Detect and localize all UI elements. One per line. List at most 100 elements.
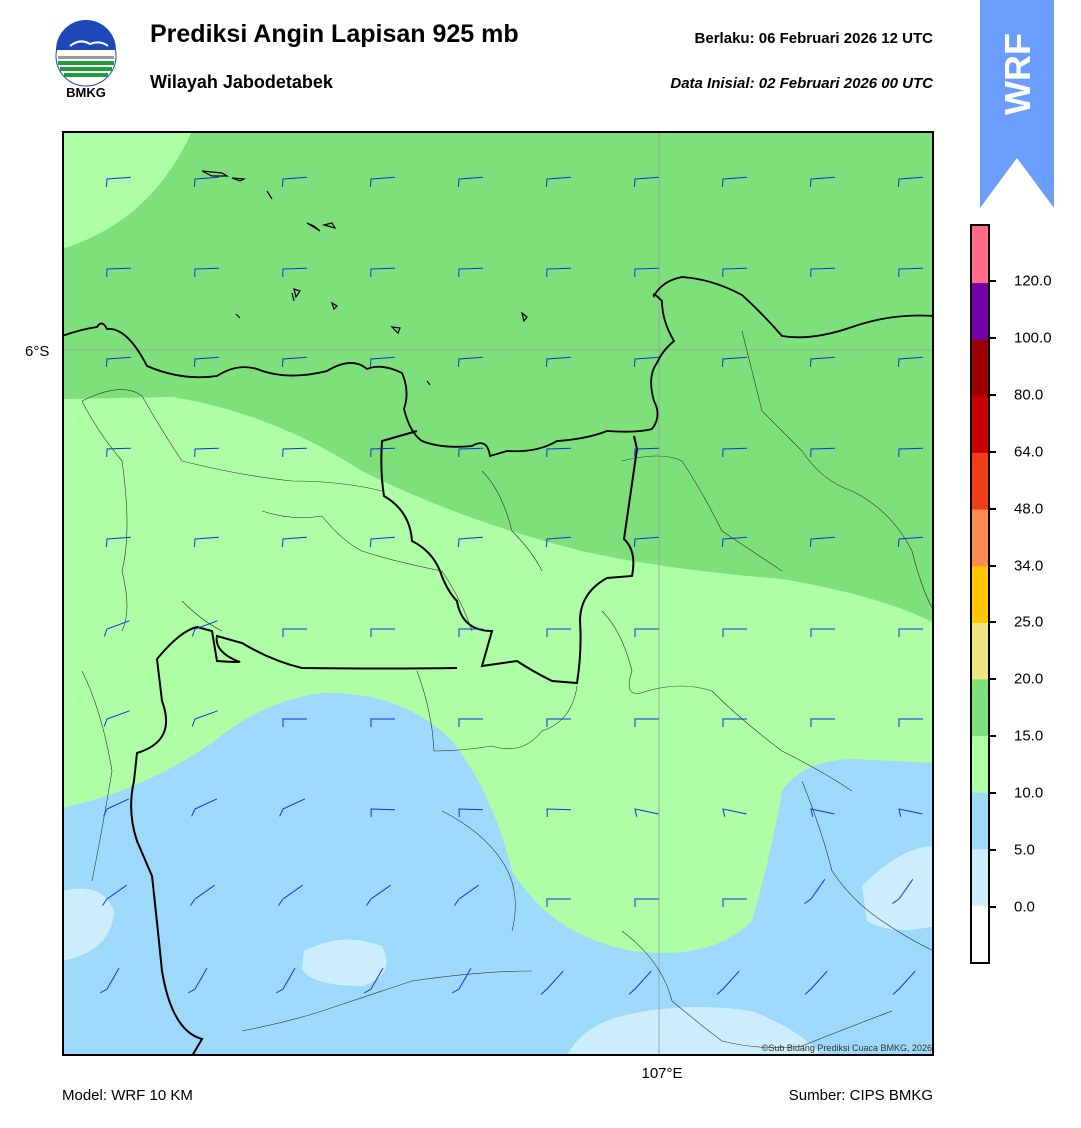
map-credit: ©Sub Bidang Prediksi Cuaca BMKG, 2026: [761, 1043, 932, 1053]
colorbar-segment: [972, 622, 988, 680]
wind-barb: [545, 536, 571, 548]
colorbar-tick-mark: [990, 906, 996, 909]
wind-barb: [892, 970, 916, 995]
wind-barb: [458, 718, 483, 727]
wind-barb: [194, 447, 220, 458]
wind-barb: [275, 967, 296, 994]
wind-barb: [281, 536, 307, 548]
wind-barb: [103, 620, 130, 637]
colorbar-segment: [972, 509, 988, 567]
colorbar-tick-mark: [990, 336, 996, 339]
colorbar-tick-label: 64.0: [1014, 443, 1044, 461]
colorbar-segment: [972, 226, 988, 284]
province-boundary-west: [130, 625, 458, 1056]
wind-barb: [451, 967, 472, 994]
wind-map: [62, 131, 934, 1056]
wind-barb: [634, 898, 659, 907]
wind-barb: [193, 356, 219, 368]
wind-barb: [721, 176, 747, 188]
wind-barb: [191, 710, 218, 727]
colorbar-segment: [972, 339, 988, 397]
wind-barb: [546, 718, 571, 727]
wind-barb: [804, 879, 826, 905]
wind-barb: [546, 898, 571, 907]
wrf-badge: WRF: [980, 0, 1054, 208]
wind-barb: [282, 267, 308, 278]
wind-barb: [106, 267, 132, 278]
colorbar-tick-label: 48.0: [1014, 500, 1044, 518]
bmkg-logo: [55, 20, 117, 87]
wind-barb: [370, 628, 395, 637]
islands: [201, 170, 528, 386]
colorbar-tick-label: 5.0: [1014, 841, 1035, 859]
wind-barb: [457, 176, 483, 188]
wind-barb: [897, 356, 923, 368]
band-0-5-a: [62, 888, 114, 961]
wind-barb: [716, 970, 740, 995]
wind-barb: [369, 176, 395, 188]
wrf-badge-text: WRF: [997, 33, 1038, 115]
colorbar-segment: [972, 905, 988, 962]
wind-barb: [369, 536, 395, 548]
colorbar-tick-mark: [990, 849, 996, 852]
wind-barb: [810, 718, 835, 727]
wind-barb: [103, 710, 130, 727]
wind-barb: [546, 447, 572, 458]
wind-barb: [721, 536, 747, 548]
wind-barb: [282, 447, 308, 458]
wind-barb: [281, 356, 307, 368]
wind-barb: [722, 267, 748, 278]
district-boundaries: [81, 330, 934, 1048]
colorbar-tick-mark: [990, 393, 996, 396]
colorbar-tick-label: 25.0: [1014, 613, 1044, 631]
wind-barb: [282, 628, 307, 637]
colorbar-tick-mark: [990, 450, 996, 453]
wind-barb: [810, 808, 835, 817]
wind-barb: [722, 628, 747, 637]
wind-barb: [457, 536, 483, 548]
wind-barb: [634, 628, 659, 637]
wind-barb: [281, 176, 307, 188]
wind-barb: [105, 176, 131, 188]
wind-barb: [546, 628, 571, 637]
wind-barbs: [99, 176, 924, 995]
colorbar-segment: [972, 395, 988, 453]
wind-barb: [633, 356, 659, 368]
wind-barb: [193, 536, 219, 548]
colorbar-tick-label: 120.0: [1014, 272, 1052, 290]
wind-barb: [898, 447, 924, 458]
colorbar-tick-label: 34.0: [1014, 557, 1044, 575]
wind-barb: [458, 628, 483, 637]
wind-barb: [897, 176, 923, 188]
colorbar-segment: [972, 678, 988, 737]
wind-barb: [898, 267, 924, 278]
colorbar-tick-label: 15.0: [1014, 727, 1044, 745]
colorbar-segment: [972, 848, 988, 906]
colorbar-tick-mark: [990, 735, 996, 738]
wind-barb: [722, 898, 747, 907]
wind-barb: [99, 967, 120, 994]
wind-barb: [103, 798, 130, 817]
wind-barb: [370, 447, 396, 458]
logo-text: BMKG: [66, 85, 106, 100]
wind-barb: [809, 176, 835, 188]
wind-barb: [810, 267, 836, 278]
lon-label: 107°E: [641, 1065, 683, 1082]
colorbar: [970, 224, 990, 964]
wind-barb: [191, 620, 218, 637]
wind-barb: [546, 267, 572, 278]
wind-barb: [101, 884, 127, 906]
colorbar-tick-label: 10.0: [1014, 784, 1044, 802]
wind-barb: [106, 447, 132, 458]
wind-barb: [809, 356, 835, 368]
colorbar-tick-mark: [990, 678, 996, 681]
coastline: [62, 276, 934, 458]
valid-time: Berlaku: 06 Februari 2026 12 UTC: [694, 30, 933, 47]
colorbar-segment: [972, 735, 988, 793]
wind-barb: [722, 808, 747, 817]
model-label: Model: WRF 10 KM: [62, 1087, 193, 1104]
wind-barb: [277, 884, 303, 906]
band-0-5-b: [302, 939, 387, 986]
wind-barb: [187, 967, 208, 994]
wind-barb: [892, 879, 914, 905]
